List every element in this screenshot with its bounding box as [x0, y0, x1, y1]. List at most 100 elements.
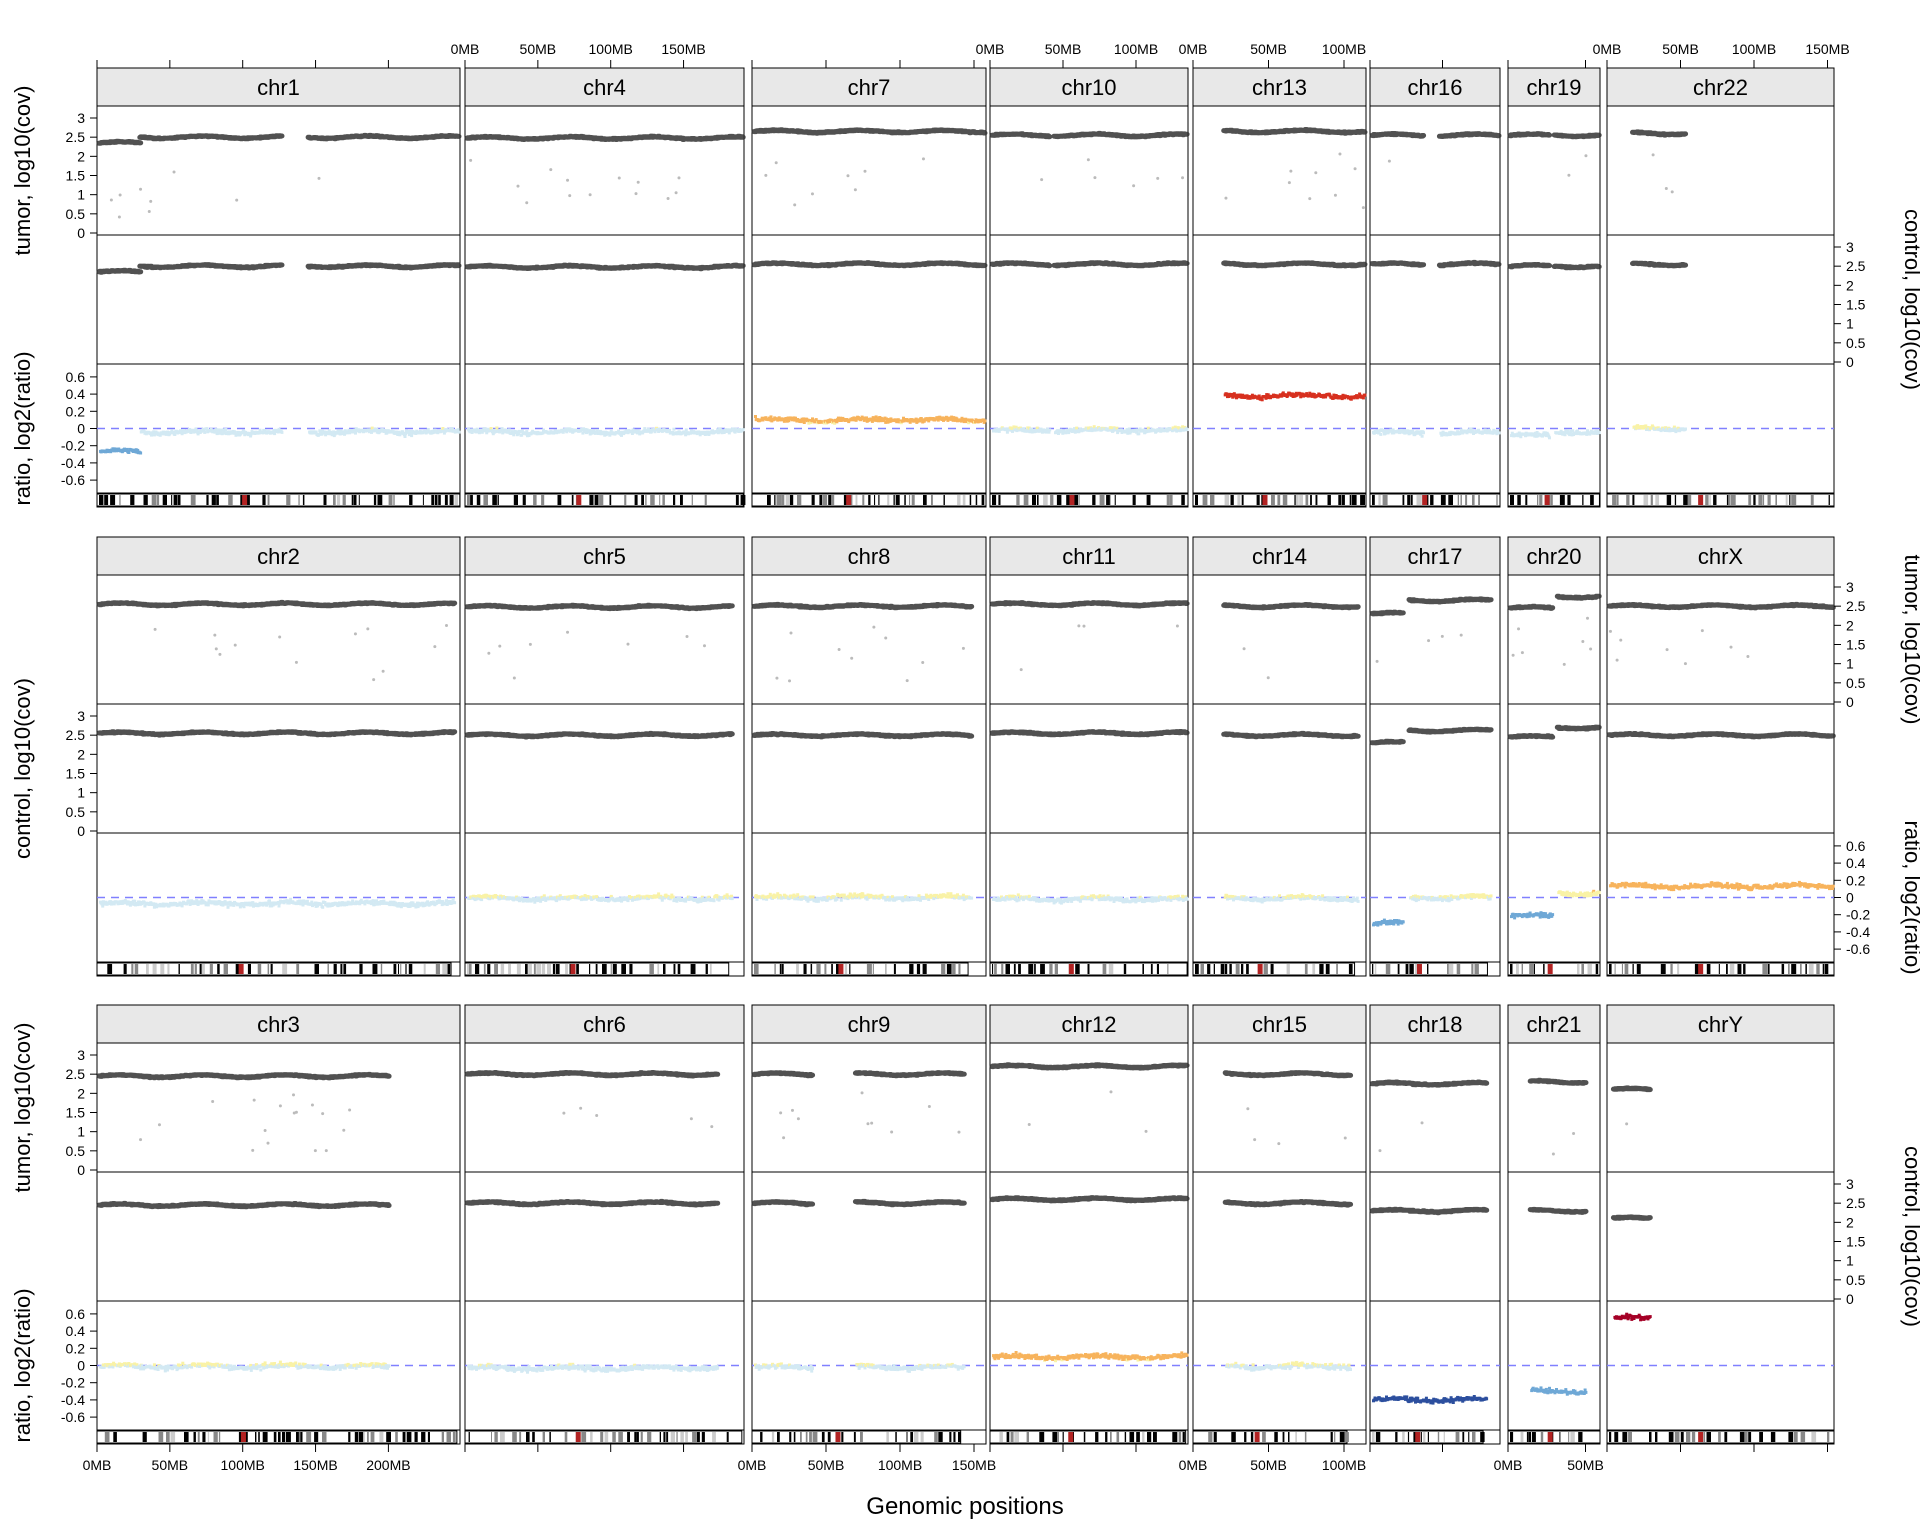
ratio-point — [793, 897, 797, 901]
ideogram-band — [843, 495, 848, 505]
ratio-point — [1391, 428, 1395, 432]
centromere-band — [1698, 964, 1704, 974]
ratio-point — [495, 426, 499, 430]
chromosome-panel: chr11 — [989, 536, 1190, 977]
ratio-point — [332, 430, 336, 434]
ideogram-band — [1271, 495, 1275, 505]
ratio-point — [135, 1363, 139, 1367]
outlier-point — [528, 642, 532, 646]
ideogram-band — [516, 964, 521, 974]
y-tick-label: 0.5 — [66, 804, 86, 820]
ratio-point — [489, 427, 493, 430]
ideogram-band — [874, 495, 876, 505]
strip-label: chr7 — [848, 75, 891, 100]
ratio-point — [1116, 431, 1120, 435]
ideogram-band — [844, 964, 848, 974]
ideogram-band — [342, 495, 346, 505]
ratio-point — [1030, 427, 1033, 431]
ratio-point — [687, 898, 691, 901]
ratio-point — [279, 429, 283, 433]
ratio-point — [1539, 911, 1543, 915]
ratio-point — [1341, 898, 1345, 902]
ratio-point — [1517, 431, 1521, 435]
y-tick-label: -0.6 — [1846, 941, 1870, 957]
ratio-point — [1575, 429, 1579, 433]
ratio-point — [1343, 896, 1347, 900]
ratio-point — [617, 897, 621, 901]
ideogram-band — [1474, 964, 1479, 974]
ratio-point — [776, 892, 780, 896]
ratio-point — [1817, 883, 1821, 886]
ratio-point — [152, 1363, 156, 1367]
ratio-point — [472, 894, 476, 898]
ratio-point — [426, 900, 430, 904]
outlier-point — [636, 180, 640, 184]
ratio-point — [1518, 433, 1522, 437]
strip-header — [96, 536, 461, 576]
ratio-point — [196, 903, 200, 906]
centromere-band — [1262, 495, 1268, 505]
ideogram-band — [705, 964, 708, 974]
ideogram-band — [1687, 495, 1692, 505]
ideogram-band — [1537, 495, 1539, 505]
ratio-point — [204, 903, 208, 907]
ideogram-band — [1349, 495, 1352, 505]
ideogram-band — [1612, 495, 1617, 505]
ideogram-band — [497, 495, 499, 505]
outlier-point — [872, 625, 876, 629]
ratio-point — [473, 428, 477, 432]
ratio-point — [1584, 894, 1588, 898]
y-tick-label: 0.5 — [1846, 335, 1866, 351]
ideogram-band — [447, 964, 451, 974]
ratio-point — [1239, 394, 1243, 398]
outlier-point — [139, 1138, 143, 1142]
ideogram-band — [1448, 495, 1453, 505]
ratio-point — [1538, 915, 1542, 919]
ideogram-band — [1150, 964, 1153, 974]
panel-frame — [96, 574, 461, 977]
tumor-coverage-points — [751, 127, 988, 136]
ideogram-band — [110, 495, 116, 505]
ideogram — [751, 493, 987, 507]
ratio-point — [314, 430, 318, 434]
ideogram-band — [1295, 495, 1299, 505]
y-tick-label: -0.4 — [1846, 924, 1870, 940]
ideogram-band — [1726, 964, 1728, 974]
ideogram-band — [435, 495, 438, 505]
ideogram-band — [1726, 495, 1729, 505]
panel-frame — [751, 574, 987, 977]
ideogram-band — [444, 495, 448, 505]
ideogram-band — [487, 964, 491, 974]
outlier-point — [1175, 624, 1179, 628]
ratio-point — [1345, 898, 1349, 902]
ratio-point — [788, 896, 791, 900]
ratio-point — [626, 899, 630, 903]
ratio-point — [1510, 431, 1514, 435]
ratio-point — [1138, 427, 1142, 431]
outlier-point — [1333, 193, 1337, 197]
ratio-point — [140, 1364, 144, 1368]
ideogram-band — [958, 964, 961, 974]
ratio-point — [568, 427, 572, 431]
ideogram — [96, 493, 461, 507]
ratio-point — [932, 897, 936, 901]
ideogram-band — [1372, 964, 1374, 974]
control-coverage-points — [751, 260, 988, 269]
ideogram-band — [1132, 495, 1136, 505]
ideogram-band — [247, 964, 251, 974]
ideogram-band — [217, 964, 220, 974]
ideogram-band — [819, 495, 823, 505]
ratio-point — [645, 894, 649, 898]
ideogram-band — [1299, 495, 1303, 505]
ideogram-band — [1338, 495, 1342, 505]
ratio-point — [660, 898, 664, 902]
ratio-point — [263, 429, 267, 433]
ideogram-band — [904, 495, 906, 505]
ratio-point — [1077, 430, 1081, 434]
ideogram-band — [1447, 964, 1449, 974]
ideogram-band — [483, 964, 486, 974]
ideogram-band — [1737, 964, 1742, 974]
y-axis-label: control, log10(cov) — [10, 678, 35, 859]
ratio-point — [1640, 885, 1644, 888]
ratio-point — [1513, 916, 1517, 920]
